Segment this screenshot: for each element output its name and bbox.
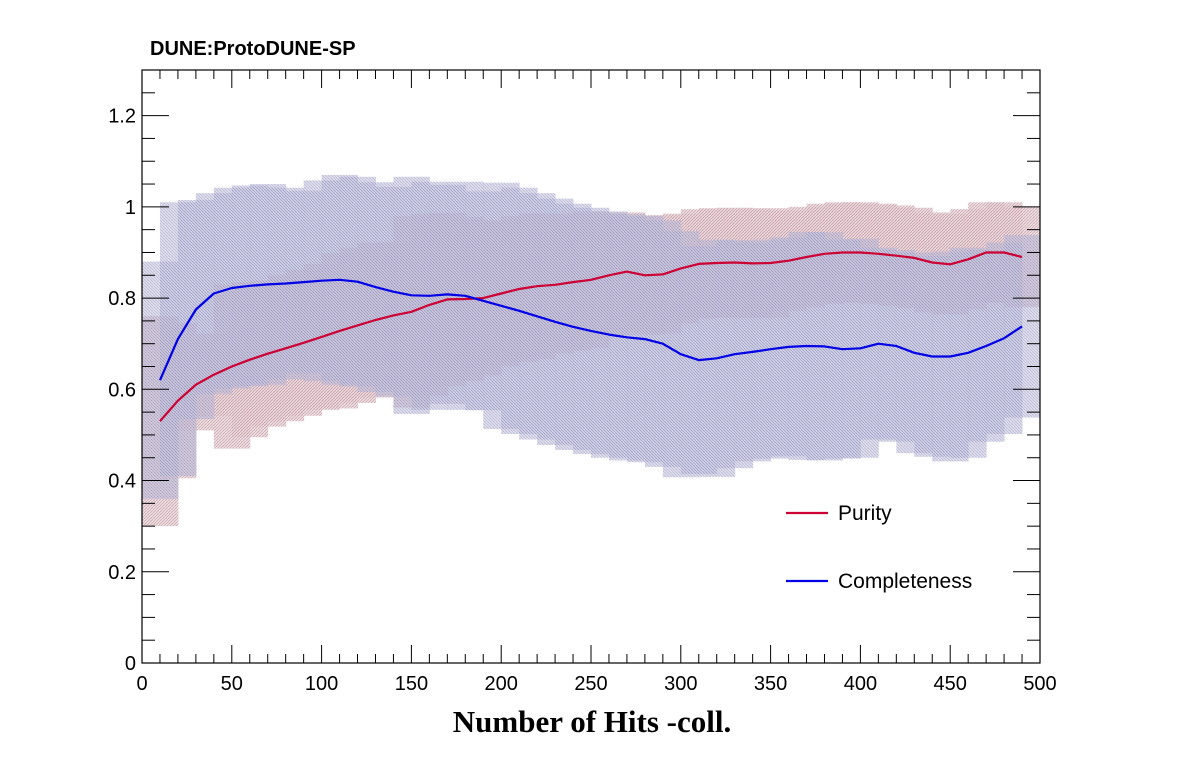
series-line-completeness — [158, 278, 1023, 381]
x-tick-label: 0 — [136, 673, 147, 695]
x-tick-label: 150 — [395, 673, 428, 695]
legend: Purity Completeness — [786, 502, 972, 593]
x-tick-label: 200 — [485, 673, 518, 695]
y-tick-label: 0.6 — [108, 379, 136, 401]
x-tick-label: 450 — [934, 673, 967, 695]
y-tick-label: 1 — [125, 197, 136, 219]
x-tick-label: 250 — [574, 673, 607, 695]
series-line-purity — [159, 251, 1023, 422]
x-tick-label: 400 — [844, 673, 877, 695]
x-tick-label: 300 — [664, 673, 697, 695]
x-tick-label: 350 — [754, 673, 787, 695]
y-tick-label: 0 — [125, 653, 136, 675]
series-lines — [158, 251, 1023, 422]
x-tick-label: 50 — [221, 673, 243, 695]
y-tick-label: 1.2 — [108, 106, 136, 128]
y-tick-label: 0.4 — [108, 471, 136, 493]
x-tick-label: 100 — [305, 673, 338, 695]
error-band-completeness-48 — [1004, 235, 1041, 418]
y-tick-label: 0.2 — [108, 562, 136, 584]
chart-title: DUNE:ProtoDUNE-SP — [150, 38, 356, 60]
legend-label-purity: Purity — [838, 502, 892, 525]
x-axis-label: Number of Hits -coll. — [453, 704, 731, 739]
legend-label-completeness: Completeness — [838, 570, 972, 593]
x-tick-label: 500 — [1023, 673, 1056, 695]
y-tick-label: 0.8 — [108, 288, 136, 310]
axes: 0 50 100 150 200 250 300 350 400 450 500 0 0.2 0.4 0.6… — [108, 69, 1057, 695]
